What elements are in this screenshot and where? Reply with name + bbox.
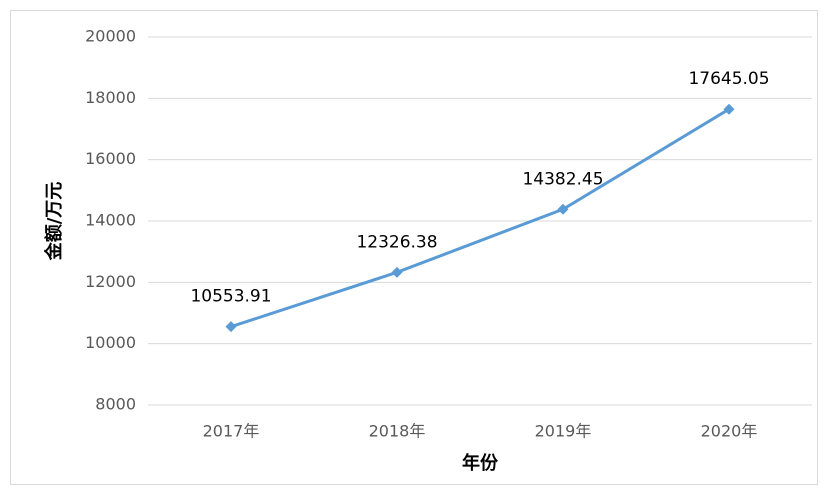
y-tick-label: 20000 <box>85 27 136 46</box>
data-label: 14382.45 <box>522 169 603 189</box>
marker <box>225 321 237 333</box>
y-tick-label: 8000 <box>95 395 136 414</box>
y-tick-label: 10000 <box>85 333 136 352</box>
line <box>230 107 730 329</box>
y-tick-label: 18000 <box>85 88 136 107</box>
marker <box>391 266 403 278</box>
marker <box>557 203 569 215</box>
x-tick-label: 2020年 <box>701 422 758 441</box>
x-tick-label: 2018年 <box>369 422 426 441</box>
marker <box>723 103 735 115</box>
y-axis-title: 金额/万元 <box>43 182 65 262</box>
x-tick-label: 2019年 <box>535 422 592 441</box>
y-tick-label: 12000 <box>85 272 136 291</box>
x-tick-label: 2017年 <box>203 422 260 441</box>
data-label: 12326.38 <box>356 232 437 252</box>
data-label: 17645.05 <box>688 69 769 89</box>
data-label: 10553.91 <box>190 287 271 307</box>
y-tick-label: 16000 <box>85 149 136 168</box>
x-axis-title: 年份 <box>462 452 499 474</box>
y-tick-label: 14000 <box>85 211 136 230</box>
